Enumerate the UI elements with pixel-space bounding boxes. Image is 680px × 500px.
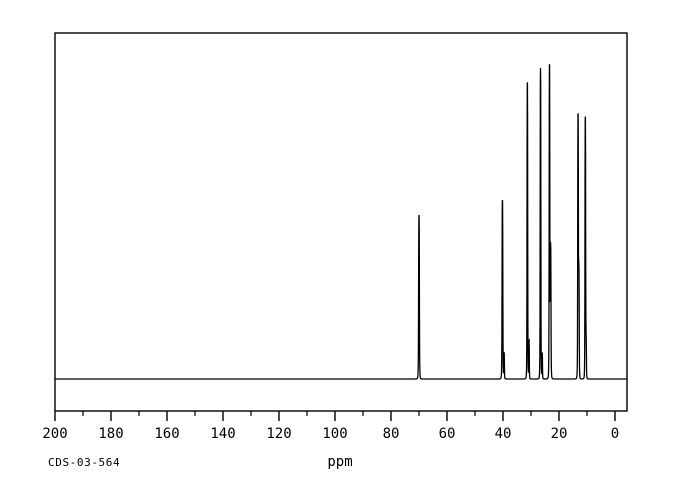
axis-tick-label: 100 (322, 426, 347, 442)
axis-tick-label: 20 (551, 426, 568, 442)
axis-tick-label: 160 (154, 426, 179, 442)
axis-tick-label: 0 (611, 426, 619, 442)
x-axis-tick-labels: 200 180 160 140 120 100 80 60 40 20 0 (42, 426, 619, 442)
axis-tick-label: 80 (383, 426, 400, 442)
axis-tick-label: 140 (210, 426, 235, 442)
axis-tick-label: 200 (42, 426, 67, 442)
axis-tick-label: 40 (495, 426, 512, 442)
axis-tick-label: 180 (98, 426, 123, 442)
sample-code-label: CDS-03-564 (48, 456, 120, 469)
x-axis-title: ppm (327, 454, 352, 470)
x-axis-ticks (54, 411, 616, 421)
axis-tick-label: 60 (439, 426, 456, 442)
spectrum-trace (55, 64, 627, 380)
plot-frame (54, 32, 628, 412)
axis-tick-label: 120 (266, 426, 291, 442)
